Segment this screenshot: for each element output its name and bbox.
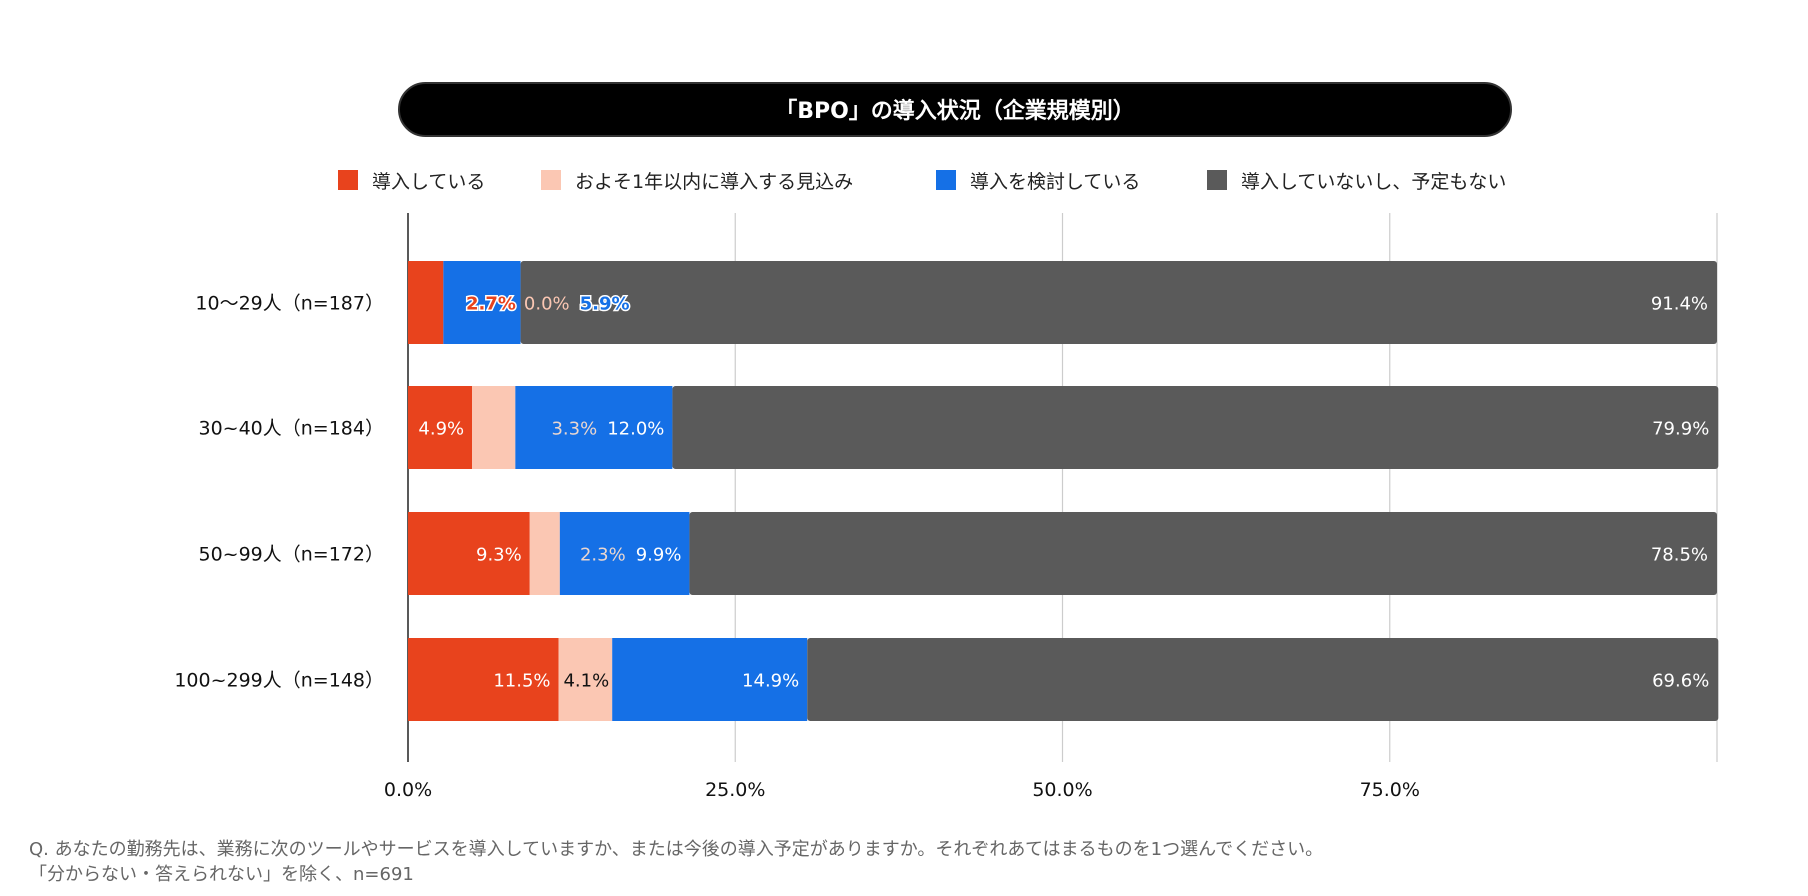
data-label: 69.6% (1652, 671, 1709, 692)
category-label: 30~40人（n=184） (198, 418, 384, 440)
bar-segment (408, 261, 444, 344)
bar-segment (672, 386, 1719, 469)
data-label: 2.7% (466, 294, 516, 315)
legend: 導入している およそ1年以内に導入する見込み 導入を検討している 導入していないし、予… (338, 170, 1506, 193)
category-label: 50~99人（n=172） (198, 544, 384, 566)
footnote-note: 「分からない・答えられない」を除く、n=691 (29, 864, 414, 885)
bar-segment (558, 638, 613, 721)
bar-segment (472, 386, 516, 469)
data-label: 9.9% (636, 545, 682, 566)
footnote-question: Q. あなたの勤務先は、業務に次のツールやサービスを導入していますか、または今後… (29, 839, 1323, 860)
category-labels: 10〜29人（n=187） 30~40人（n=184） 50~99人（n=172） 1… (174, 293, 384, 692)
bar-segment (559, 512, 690, 595)
data-label: 91.4% (1651, 294, 1708, 315)
data-label: 14.9% (742, 671, 799, 692)
data-label: 78.5% (1651, 545, 1708, 566)
bar-segment (612, 638, 808, 721)
chart-title: 「BPO」の導入状況（企業規模別） (775, 98, 1135, 124)
bar-segment (529, 512, 560, 595)
title-pill: 「BPO」の導入状況（企業規模別） (398, 82, 1512, 137)
data-label: 5.9% (580, 294, 630, 315)
category-label: 100~299人（n=148） (174, 670, 384, 692)
legend-swatch (1207, 170, 1227, 190)
bar-segment (443, 261, 521, 344)
data-label: 4.9% (418, 419, 464, 440)
bar-segment (515, 386, 673, 469)
data-label: 0.0% (524, 294, 570, 315)
x-tick-label: 0.0% (384, 779, 432, 801)
bar-segment (807, 638, 1719, 721)
x-tick-labels: 0.0% 25.0% 50.0% 75.0% (384, 779, 1420, 801)
legend-swatch (936, 170, 956, 190)
data-label: 79.9% (1652, 419, 1709, 440)
legend-swatch (541, 170, 561, 190)
bar-segment (520, 261, 1717, 344)
legend-label: 導入している (372, 171, 485, 193)
category-label: 10〜29人（n=187） (195, 293, 384, 315)
data-label: 4.1% (563, 671, 609, 692)
bar-segment (408, 512, 530, 595)
data-label: 3.3% (551, 419, 597, 440)
legend-label: およそ1年以内に導入する見込み (575, 171, 853, 193)
legend-label: 導入を検討している (970, 171, 1140, 193)
x-tick-label: 75.0% (1360, 779, 1420, 801)
bar-segment (408, 386, 473, 469)
bars: 2.7% 0.0% 5.9% 91.4% 4.9% 12.0% 3.3% 79.9% 9.3% 9… (408, 261, 1719, 721)
bar-segment (408, 638, 559, 721)
x-tick-label: 50.0% (1032, 779, 1092, 801)
legend-swatch (338, 170, 358, 190)
data-label: 11.5% (493, 671, 550, 692)
bar-segment (689, 512, 1717, 595)
x-tick-label: 25.0% (705, 779, 765, 801)
data-label: 9.3% (476, 545, 522, 566)
data-label: 12.0% (607, 419, 664, 440)
data-label: 2.3% (580, 545, 626, 566)
legend-label: 導入していないし、予定もない (1241, 171, 1506, 193)
